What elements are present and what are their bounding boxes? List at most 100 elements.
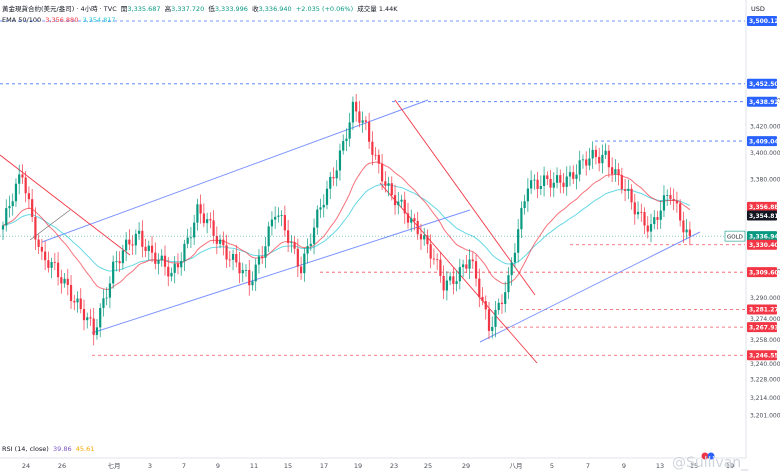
candle-body — [523, 201, 526, 209]
x-tick-label: 15 — [284, 462, 292, 470]
price-tag-label: 3,330.403 — [749, 242, 780, 249]
price-tag-bg — [747, 136, 777, 147]
candle-body — [468, 259, 471, 269]
candle-body — [623, 189, 627, 191]
candle-body — [643, 212, 646, 226]
candle-body — [95, 327, 99, 335]
candle-body — [73, 300, 76, 303]
x-tick-label: 24 — [22, 462, 30, 470]
ema-legend[interactable]: EMA 50/100 3,356.880 3,354.817 — [2, 16, 398, 24]
candle-body — [218, 239, 222, 244]
candle-body — [44, 251, 47, 261]
price-tag-label: 3,309.600 — [749, 269, 780, 276]
candle-body — [397, 201, 400, 206]
candle-body — [56, 262, 60, 278]
candle-body — [86, 317, 89, 321]
candle-body — [322, 204, 325, 208]
y-tick-label: 3,380.000 — [750, 176, 780, 183]
x-tick-label: 9 — [216, 462, 220, 470]
candle-body — [277, 215, 280, 217]
event-flag-icon — [707, 452, 715, 460]
candle-body — [222, 239, 225, 246]
price-tag-label: 3,281.270 — [749, 307, 780, 314]
candle-body — [659, 210, 662, 220]
candle-body — [141, 230, 144, 247]
candle-body — [442, 275, 445, 291]
price-tag-bg — [747, 96, 777, 107]
candle-body — [646, 225, 649, 232]
candle-body — [108, 283, 112, 298]
candle-body — [99, 307, 102, 328]
candle-body — [497, 302, 500, 311]
candle-body — [471, 259, 474, 262]
ema50-line — [2, 161, 691, 291]
price-tag-bg — [747, 78, 777, 89]
y-tick-label: 3,420.000 — [750, 124, 780, 131]
candle-body — [578, 160, 581, 175]
candle-body — [79, 298, 82, 309]
falling-channel-lower — [379, 182, 538, 364]
small-trend-line — [29, 209, 71, 241]
candle-body — [150, 245, 154, 253]
symbol-tag-label: GOLD — [727, 234, 743, 240]
candle-body — [199, 204, 202, 214]
candle-body — [390, 183, 393, 196]
rsi-ma-value: 45.61 — [75, 445, 95, 453]
candle-body — [588, 158, 591, 166]
price-tag-label: 3,438.920 — [749, 99, 780, 106]
candle-body — [196, 204, 199, 223]
chart-header: 黃金現貨合約(美元/盎司) · 4小時 · TVC 開3,335.687 高3,… — [2, 3, 398, 24]
ema100-line — [2, 184, 691, 272]
candle-body — [546, 175, 549, 179]
price-tag-label: 3,409.040 — [749, 138, 780, 145]
candle-body — [60, 277, 63, 284]
candle-body — [517, 229, 520, 253]
x-tick-label: 26 — [58, 462, 66, 470]
candle-body — [572, 172, 575, 179]
y-tick-label: 3,400.000 — [750, 150, 780, 157]
x-tick-label: 5 — [550, 462, 554, 470]
candle-body — [115, 261, 118, 262]
candle-body — [280, 215, 283, 216]
x-tick-label: 17 — [320, 462, 328, 470]
x-tick-label: 13 — [656, 462, 664, 470]
candle-body — [455, 281, 458, 284]
candle-body — [611, 167, 614, 175]
open-label: 開 — [120, 5, 128, 13]
candle-body — [419, 234, 423, 240]
symbol-title: 黃金現貨合約(美元/盎司) · 4小時 · TVC — [2, 5, 117, 13]
x-tick-label: 3 — [148, 462, 152, 470]
price-tag-label: 3,354.817 — [749, 213, 780, 220]
candle-body — [500, 302, 504, 304]
candle-body — [248, 270, 251, 286]
candle-body — [128, 239, 131, 245]
price-tag-bg — [747, 267, 777, 278]
candle-body — [264, 246, 267, 258]
candle-body — [682, 220, 685, 233]
candle-body — [461, 264, 465, 268]
x-tick-label: 7 — [586, 462, 590, 470]
candle-body — [649, 224, 653, 232]
candle-body — [552, 182, 555, 188]
candle-body — [303, 253, 306, 274]
price-tag-bg — [747, 304, 777, 315]
price-tag-label: 3,356.880 — [749, 204, 780, 211]
candle-body — [439, 259, 442, 276]
candle-body — [235, 253, 238, 263]
candle-body — [429, 244, 432, 259]
volume-value: 成交量 1.44K — [357, 5, 398, 13]
candle-body — [202, 213, 205, 224]
candle-body — [338, 150, 342, 171]
rsi-legend[interactable]: RSI (14, close) 39.86 45.61 — [2, 445, 94, 453]
candle-body — [377, 154, 380, 164]
channel-upper-line — [41, 99, 429, 243]
candle-body — [575, 174, 578, 179]
candle-body — [633, 202, 636, 215]
candle-body — [620, 175, 623, 190]
price-tag-label: 3,267.930 — [749, 324, 780, 331]
candle-body — [403, 199, 406, 214]
candle-body — [530, 180, 533, 189]
candle-body — [585, 159, 588, 166]
x-tick-label: 七月 — [108, 461, 121, 470]
